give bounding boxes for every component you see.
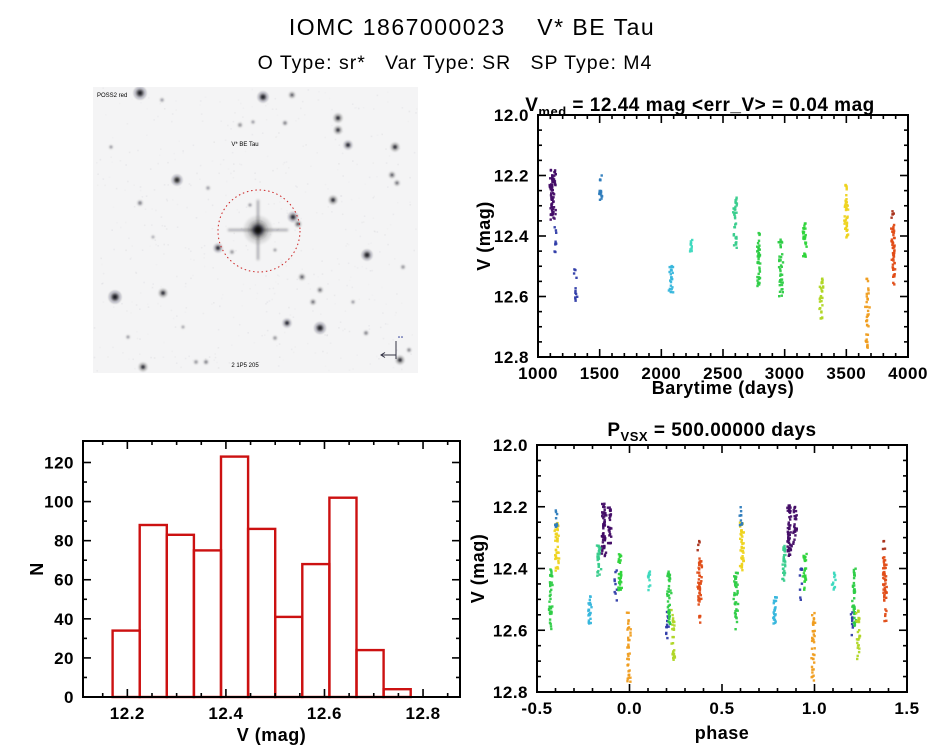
plot-frame [537,114,909,358]
histogram-bar [246,527,277,699]
x-tick-label: 2500 [703,364,743,383]
y-tick-label: 60 [54,571,74,590]
x-tick-label: 2000 [641,364,681,383]
y-tick-label: 40 [54,610,74,629]
histogram-bar [138,523,168,699]
histogram-bar [328,496,358,699]
x-tick-label: 0.5 [709,699,734,718]
x-tick-label: 3000 [765,364,805,383]
histogram-bar [355,648,385,699]
y-tick-label: 100 [44,493,74,512]
y-tick-label: 80 [54,532,74,551]
image-noise [93,87,418,372]
x-tick-label: -0.5 [521,699,552,718]
finding-chart-image: V* BE Tau POSS2 red 2 1P5 205 [93,87,418,373]
histogram-bar [382,688,412,699]
histogram-bar [192,549,223,699]
x-tick-label: 12.4 [208,704,243,723]
survey-caption: POSS2 red [97,93,127,99]
y-tick-label: 120 [44,453,74,472]
field-stars [108,87,412,372]
target-star [228,200,288,260]
plot-title: PVSX = 500.00000 days [607,420,816,444]
histogram-bar [111,629,141,699]
lightcurve-plot: 1000 1500 2000 2500 3000 3500 4000 12.0 12.2 12.4… [474,95,928,398]
x-tick-label: 12.2 [110,704,145,723]
x-axis-label: V (mag) [237,725,307,745]
x-tick-label: 3500 [826,364,866,383]
image-footer-caption: 2 1P5 205 [231,363,259,369]
y-tick-label: 12.2 [494,167,529,186]
x-tick-label: 1.5 [894,699,919,718]
histogram-bar [273,615,304,699]
aperture-circle [217,189,301,273]
plot-title: Vmed = 12.44 mag <err_V> = 0.04 mag [525,95,875,119]
histogram-plot: 12.2 12.4 12.6 12.8 0 20 40 60 80 100 120 V (mag) N [30,440,461,745]
x-axis-label: phase [695,723,750,743]
y-tick-label: 12.0 [493,436,528,455]
histogram-bar [165,533,196,699]
plot-frame [82,440,461,698]
y-axis-label: V (mag) [474,201,494,271]
y-tick-label: 12.6 [494,288,529,307]
data-points [548,168,897,349]
y-tick-label: 12.6 [493,621,528,640]
x-tick-label: 0.0 [617,699,642,718]
y-axis-label: V (mag) [468,534,488,604]
y-tick-label: 12.2 [493,498,528,517]
y-tick-label: 12.4 [494,227,529,246]
page-title: IOMC 1867000023 V* BE Tau [288,14,656,40]
x-axis-label: Barytime (days) [652,378,795,398]
phase-folded-plot: -0.5 0.0 0.5 1.0 1.5 12.0 12.2 12.4 12.6 12.8 phas… [468,420,919,743]
x-tick-label: 1500 [580,364,620,383]
y-axis-label: N [30,562,47,576]
compass-icon [380,336,403,359]
x-tick-label: 12.6 [307,704,342,723]
y-tick-label: 0 [64,688,74,707]
histogram-bar [219,455,250,699]
x-tick-label: 1000 [518,364,558,383]
y-tick-label: 12.0 [494,106,529,125]
x-tick-label: 4000 [888,364,928,383]
y-tick-label: 12.8 [494,348,529,367]
data-points [547,502,888,683]
target-label: V* BE Tau [231,142,258,148]
y-tick-label: 12.4 [493,560,528,579]
plot-frame [536,444,908,693]
x-tick-label: 1.0 [802,699,827,718]
page-subtitle: O Type: sr* Var Type: SR SP Type: M4 [257,52,653,74]
histogram-bar [301,562,331,699]
y-tick-label: 12.8 [493,683,528,702]
x-tick-label: 12.8 [405,704,440,723]
histogram-bars [111,455,412,699]
y-tick-label: 20 [54,649,74,668]
